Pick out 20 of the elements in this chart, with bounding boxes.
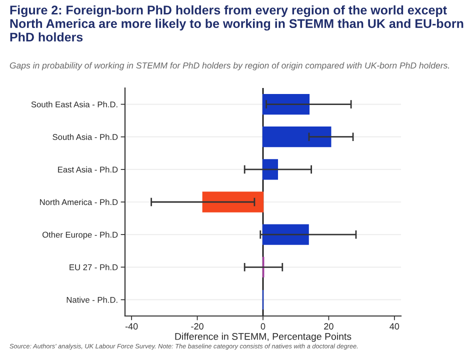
x-axis-title: Difference in STEMM, Percentage Points xyxy=(175,332,352,342)
y-tick-label: South East Asia - Ph.D. xyxy=(31,101,118,108)
x-tick-label: 40 xyxy=(390,323,400,330)
bar xyxy=(262,224,309,245)
bar xyxy=(262,94,310,115)
x-tick-label: -20 xyxy=(191,323,204,330)
chart-subtitle: Gaps in probability of working in STEMM for PhD holders by region of origin compared with UK-born PhD holders. xyxy=(10,62,450,70)
bar xyxy=(262,159,278,180)
bar xyxy=(202,192,264,212)
y-tick-label: North America - Ph.D xyxy=(40,198,118,206)
y-tick-label: East Asia - Ph.D xyxy=(58,166,118,173)
y-tick-label: Native - Ph.D. xyxy=(66,296,118,303)
x-tick-label: 20 xyxy=(324,323,334,330)
chart-title: Figure 2: Foreign-born PhD holders from every region of the world except North America are more likely to be working in STEMM than UK and EU-born PhD holders xyxy=(10,5,464,42)
y-tick-label: EU 27 - Ph.D xyxy=(70,264,118,270)
y-tick-label: Other Europe - Ph.D xyxy=(42,232,118,240)
x-tick-label: 0 xyxy=(260,323,266,330)
y-tick-label: South Asia - Ph.D xyxy=(52,134,118,140)
bar xyxy=(262,126,332,148)
x-tick-label: -40 xyxy=(125,323,138,330)
